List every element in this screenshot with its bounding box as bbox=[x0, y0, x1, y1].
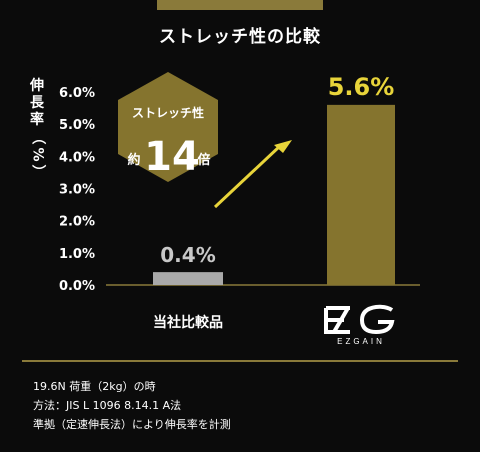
y-tick-label: 0.0% bbox=[59, 279, 95, 294]
trend-arrow-shaft bbox=[213, 144, 282, 209]
badge-prefix: 約 bbox=[127, 152, 140, 168]
stretch-badge-hexagon bbox=[118, 72, 218, 182]
note-line: 方法：JIS L 1096 8.14.1 A法 bbox=[33, 399, 182, 412]
y-tick-label: 4.0% bbox=[59, 150, 95, 165]
y-tick-label: 1.0% bbox=[59, 247, 95, 262]
y-axis-label-char: 伸 bbox=[30, 78, 44, 94]
notes-divider bbox=[22, 360, 458, 362]
y-tick-label: 5.0% bbox=[59, 118, 95, 133]
y-tick-label: 3.0% bbox=[59, 183, 95, 198]
badge-suffix: 倍 bbox=[197, 152, 210, 168]
trend-arrow-head bbox=[274, 140, 292, 153]
y-axis-label: 伸 長 率 （ % ） bbox=[28, 78, 46, 180]
bar-chart: 0.0% 1.0% 2.0% 3.0% 4.0% 5.0% 6.0% 0.4% 5.6% 当社比較… bbox=[59, 72, 420, 331]
chart-title: ストレッチ性の比較 bbox=[159, 27, 321, 47]
y-axis-label-char: 長 bbox=[30, 95, 44, 111]
bar bbox=[327, 104, 395, 285]
svg-text:EZGAIN: EZGAIN bbox=[337, 337, 385, 346]
y-tick-label: 2.0% bbox=[59, 215, 95, 230]
ezgain-logo: EZGAIN bbox=[320, 302, 402, 348]
top-accent-bar bbox=[157, 0, 323, 10]
y-axis-label-char: 率 bbox=[30, 112, 44, 128]
bar-value-label: 5.6% bbox=[328, 73, 395, 101]
ezgain-logo-icon: EZGAIN bbox=[324, 304, 395, 346]
badge-number: 14 bbox=[144, 134, 200, 180]
bar bbox=[153, 272, 223, 285]
bar-value-label: 0.4% bbox=[160, 243, 215, 267]
badge-top-label: ストレッチ性 bbox=[132, 105, 204, 120]
note-line: 19.6N 荷重（2kg）の時 bbox=[33, 380, 156, 393]
x-category-label: 当社比較品 bbox=[153, 314, 223, 331]
note-line: 準拠（定速伸長法）により伸長率を計測 bbox=[33, 418, 231, 431]
y-tick-label: 6.0% bbox=[59, 86, 95, 101]
notes-block: 19.6N 荷重（2kg）の時 方法：JIS L 1096 8.14.1 A法 … bbox=[33, 377, 231, 434]
